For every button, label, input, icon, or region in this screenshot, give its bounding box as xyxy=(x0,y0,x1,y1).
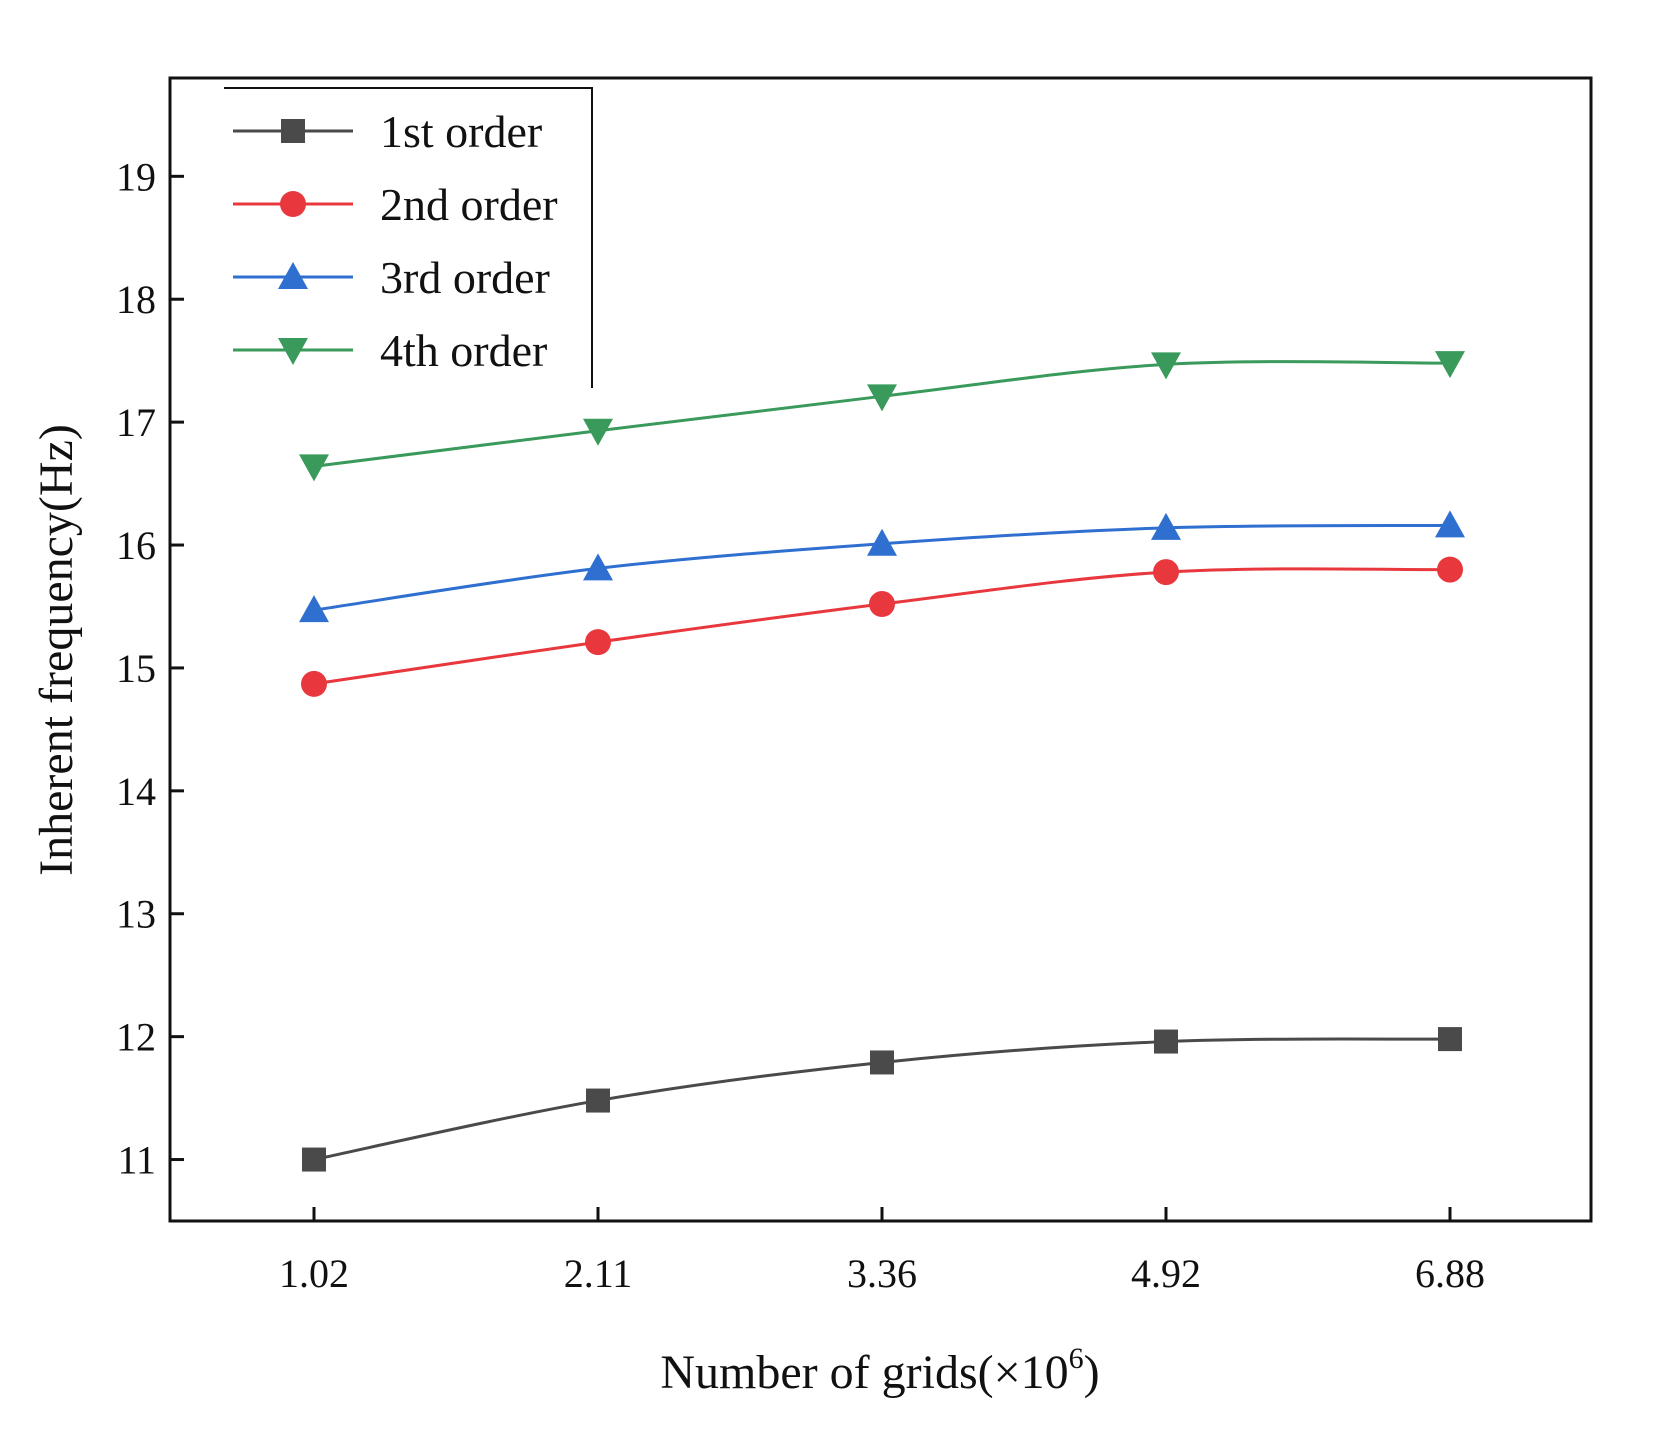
y-axis-ticks: 11 12 13 14 15 16 17 18 19 xyxy=(116,154,184,1183)
data-point xyxy=(583,553,613,581)
x-axis-title: Number of grids(×106) xyxy=(660,1342,1099,1399)
series-1 xyxy=(302,1027,1462,1172)
legend-frame xyxy=(224,87,593,388)
data-point xyxy=(302,1147,326,1172)
legend: 1st order 2nd order 3rd order 4th order xyxy=(224,87,593,388)
y-tick-label: 14 xyxy=(116,769,156,814)
legend-item: 1st order xyxy=(233,106,542,157)
y-tick-label: 17 xyxy=(116,400,156,445)
y-tick-label: 18 xyxy=(116,277,156,322)
data-point xyxy=(1435,510,1465,538)
y-axis-title: Inherent frequency(Hz) xyxy=(30,424,83,876)
data-point xyxy=(1154,1029,1178,1054)
legend-item: 3rd order xyxy=(233,252,550,303)
series-3 xyxy=(299,510,1465,623)
data-point xyxy=(869,591,895,618)
x-tick-label: 3.36 xyxy=(847,1251,917,1296)
y-tick-label: 11 xyxy=(117,1138,156,1183)
plot-frame xyxy=(168,76,1593,1223)
data-point xyxy=(585,629,611,656)
legend-marker xyxy=(280,191,306,217)
data-point xyxy=(1438,1027,1462,1052)
x-tick-label: 1.02 xyxy=(279,1251,349,1296)
legend-item: 4th order xyxy=(233,325,547,376)
data-point xyxy=(870,1050,894,1075)
legend-label: 4th order xyxy=(380,325,547,376)
data-point xyxy=(867,384,897,412)
data-point xyxy=(1151,512,1181,540)
x-axis-title-superscript: 6 xyxy=(1069,1342,1084,1375)
y-tick-label: 15 xyxy=(116,646,156,691)
series-line xyxy=(313,567,1451,686)
x-axis-title-main: Number of grids(×10 xyxy=(660,1346,1068,1399)
data-point xyxy=(1435,351,1465,379)
x-tick-label: 4.92 xyxy=(1131,1251,1201,1296)
y-tick-label: 19 xyxy=(116,154,156,199)
data-point xyxy=(299,454,329,482)
legend-label: 3rd order xyxy=(380,252,550,303)
x-tick-label: 2.11 xyxy=(564,1251,633,1296)
series-layer xyxy=(299,351,1465,1172)
x-tick-label: 6.88 xyxy=(1415,1251,1485,1296)
data-point xyxy=(301,670,327,697)
y-tick-label: 13 xyxy=(116,892,156,937)
data-point xyxy=(1437,556,1463,583)
data-point xyxy=(1153,559,1179,586)
legend-items: 1st order 2nd order 3rd order 4th order xyxy=(233,106,558,376)
series-line xyxy=(313,360,1451,468)
legend-marker xyxy=(278,262,308,289)
series-4 xyxy=(299,351,1465,482)
data-point xyxy=(586,1088,610,1113)
x-axis-title-close: ) xyxy=(1084,1346,1100,1399)
legend-marker xyxy=(278,338,308,365)
y-tick-label: 16 xyxy=(116,523,156,568)
legend-label: 1st order xyxy=(380,106,542,157)
data-point xyxy=(867,528,897,556)
x-axis-ticks: 1.02 2.11 3.36 4.92 6.88 xyxy=(279,1207,1485,1296)
data-point xyxy=(299,595,329,623)
y-tick-label: 12 xyxy=(116,1015,156,1060)
legend-marker xyxy=(281,119,305,143)
legend-item: 2nd order xyxy=(233,179,558,230)
data-point xyxy=(583,418,613,446)
series-2 xyxy=(301,556,1463,697)
data-point xyxy=(1151,352,1181,380)
legend-label: 2nd order xyxy=(380,179,558,230)
